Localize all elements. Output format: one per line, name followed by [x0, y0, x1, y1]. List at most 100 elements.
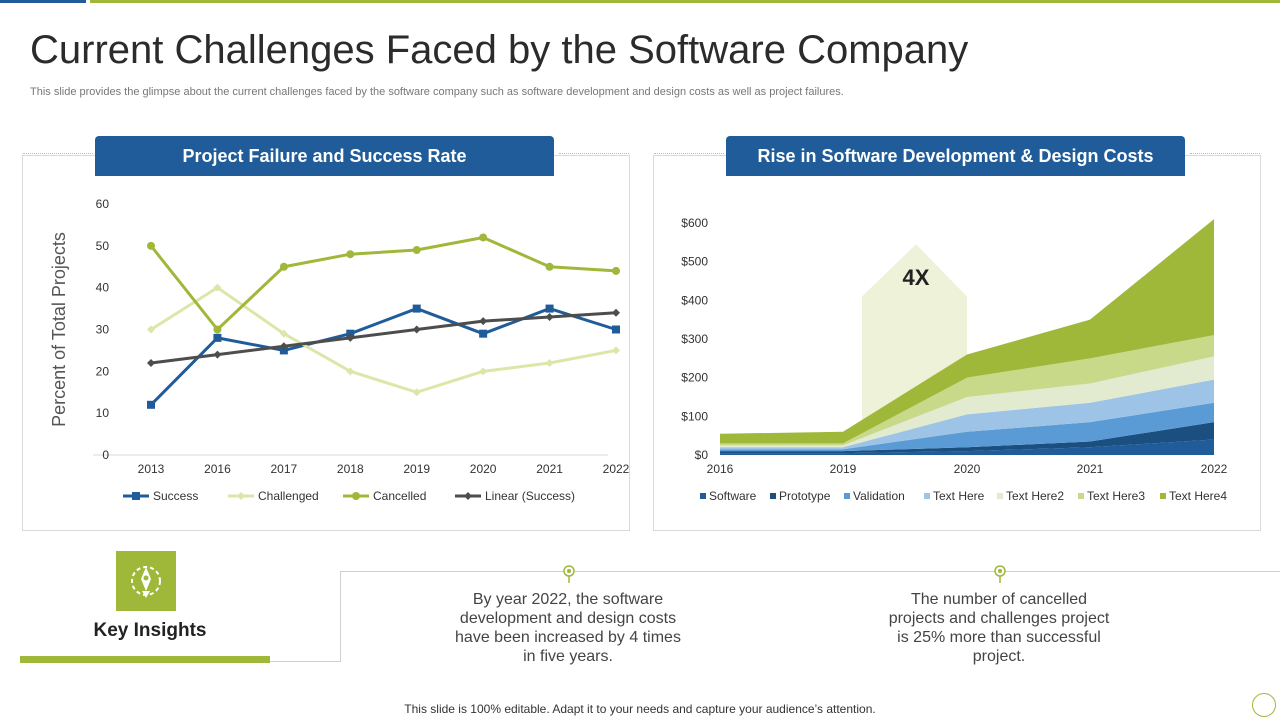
- area-chart-title: Rise in Software Development & Design Co…: [726, 136, 1185, 176]
- data-point: [545, 358, 554, 367]
- x-tick-label: 2019: [403, 462, 430, 476]
- data-point: [479, 317, 488, 326]
- legend-label: Validation: [853, 489, 905, 503]
- x-tick-label: 2013: [138, 462, 165, 476]
- legend-label: Software: [709, 489, 757, 503]
- series-line: [150, 286, 617, 394]
- legend-label: Prototype: [779, 489, 831, 503]
- series-line: [150, 311, 617, 365]
- line-chart-title: Project Failure and Success Rate: [95, 136, 554, 176]
- key-insights-title: Key Insights: [93, 620, 207, 641]
- y-tick-label: $500: [681, 255, 708, 269]
- y-axis-label: Percent of Total Projects: [49, 232, 69, 427]
- data-point: [412, 304, 421, 313]
- legend-label: Text Here3: [1087, 489, 1145, 503]
- y-tick-label: $200: [681, 371, 708, 385]
- legend-label: Linear (Success): [485, 489, 575, 503]
- data-point: [479, 329, 488, 338]
- x-tick-label: 2018: [337, 462, 364, 476]
- x-tick-label: 2021: [1077, 462, 1104, 476]
- legend-swatch: [844, 493, 850, 499]
- data-point: [346, 367, 355, 376]
- insight-divider-bottom: [270, 661, 341, 662]
- panel-dots-left: [23, 153, 93, 160]
- insight-accent-bar: [20, 656, 270, 663]
- series-line: [149, 235, 617, 331]
- y-tick-label: $300: [681, 332, 708, 346]
- legend-swatch: [770, 493, 776, 499]
- x-tick-label: 2022: [1201, 462, 1228, 476]
- legend-label: Challenged: [258, 489, 319, 503]
- area-series: [720, 439, 1214, 455]
- annotation-4x: 4X: [903, 265, 930, 290]
- legend-swatch: [1078, 493, 1084, 499]
- panel-dots-right: [1190, 153, 1260, 160]
- data-point: [346, 250, 355, 259]
- page-subtitle: This slide provides the glimpse about th…: [30, 86, 844, 98]
- legend-label: Text Here: [933, 489, 985, 503]
- data-point: [213, 350, 222, 359]
- corner-circle-decoration: [1252, 693, 1276, 717]
- data-point: [147, 358, 155, 367]
- pin-icon: [994, 565, 1006, 583]
- data-point: [213, 325, 222, 334]
- insight-text-2: The number of cancelled projects and cha…: [888, 591, 1110, 665]
- area-series: [720, 219, 1214, 444]
- data-point: [147, 241, 155, 250]
- data-point: [612, 308, 620, 317]
- x-tick-label: 2019: [830, 462, 857, 476]
- data-point: [612, 266, 620, 275]
- data-point: [279, 342, 288, 351]
- data-point: [479, 367, 488, 376]
- y-tick-label: 60: [96, 197, 110, 211]
- panel-dots-right: [559, 153, 629, 160]
- data-point: [412, 325, 421, 334]
- rocket-brain-icon: [131, 566, 161, 598]
- line-chart-panel: 0 10 20 30 40 50 60 2013 2016 2017 2018 2019 2020 202…: [22, 153, 630, 531]
- legend-marker: [132, 492, 140, 500]
- data-point: [279, 329, 288, 338]
- area-series: [720, 335, 1214, 446]
- x-tick-label: 2016: [204, 462, 231, 476]
- insight-divider-vertical: [340, 571, 341, 662]
- legend-label: Text Here4: [1169, 489, 1227, 503]
- legend-label: Cancelled: [373, 489, 426, 503]
- legend-marker: [352, 492, 360, 500]
- y-tick-label: $100: [681, 409, 708, 423]
- y-tick-label: 40: [96, 281, 110, 295]
- data-point: [346, 333, 355, 342]
- panel-dots-left: [654, 153, 724, 160]
- area-chart: 4X $0 $100 $200 $300 $400 $500 $600 2016 2019 2020…: [681, 216, 1228, 503]
- data-point: [545, 304, 554, 313]
- data-point: [412, 246, 421, 255]
- y-tick-label: $0: [695, 448, 709, 462]
- area-series: [720, 422, 1214, 454]
- data-point: [545, 312, 554, 321]
- data-point: [346, 329, 355, 338]
- data-point: [147, 325, 155, 334]
- data-point: [545, 262, 554, 271]
- series-line: [149, 307, 617, 406]
- insight-icon-box: [116, 551, 176, 611]
- legend-marker: [464, 492, 472, 500]
- pin-icon: [563, 565, 575, 583]
- legend-label: Text Here2: [1006, 489, 1064, 503]
- insight-text-1: By year 2022, the software development a…: [455, 591, 681, 665]
- y-tick-label: 10: [96, 406, 110, 420]
- legend-swatch: [924, 493, 930, 499]
- data-point: [147, 400, 155, 409]
- area-series: [720, 379, 1214, 450]
- top-accent-blue: [0, 0, 86, 3]
- y-tick-label: 30: [96, 323, 110, 337]
- data-point: [213, 333, 222, 342]
- y-tick-label: 0: [102, 448, 109, 462]
- legend-swatch: [997, 493, 1003, 499]
- x-tick-label: 2020: [470, 462, 497, 476]
- data-point: [412, 388, 421, 397]
- area-series: [720, 356, 1214, 448]
- page-title: Current Challenges Faced by the Software…: [30, 28, 969, 72]
- footer-note: This slide is 100% editable. Adapt it to…: [404, 702, 876, 716]
- data-point: [279, 346, 288, 355]
- legend-swatch: [1160, 493, 1166, 499]
- data-point: [279, 262, 288, 271]
